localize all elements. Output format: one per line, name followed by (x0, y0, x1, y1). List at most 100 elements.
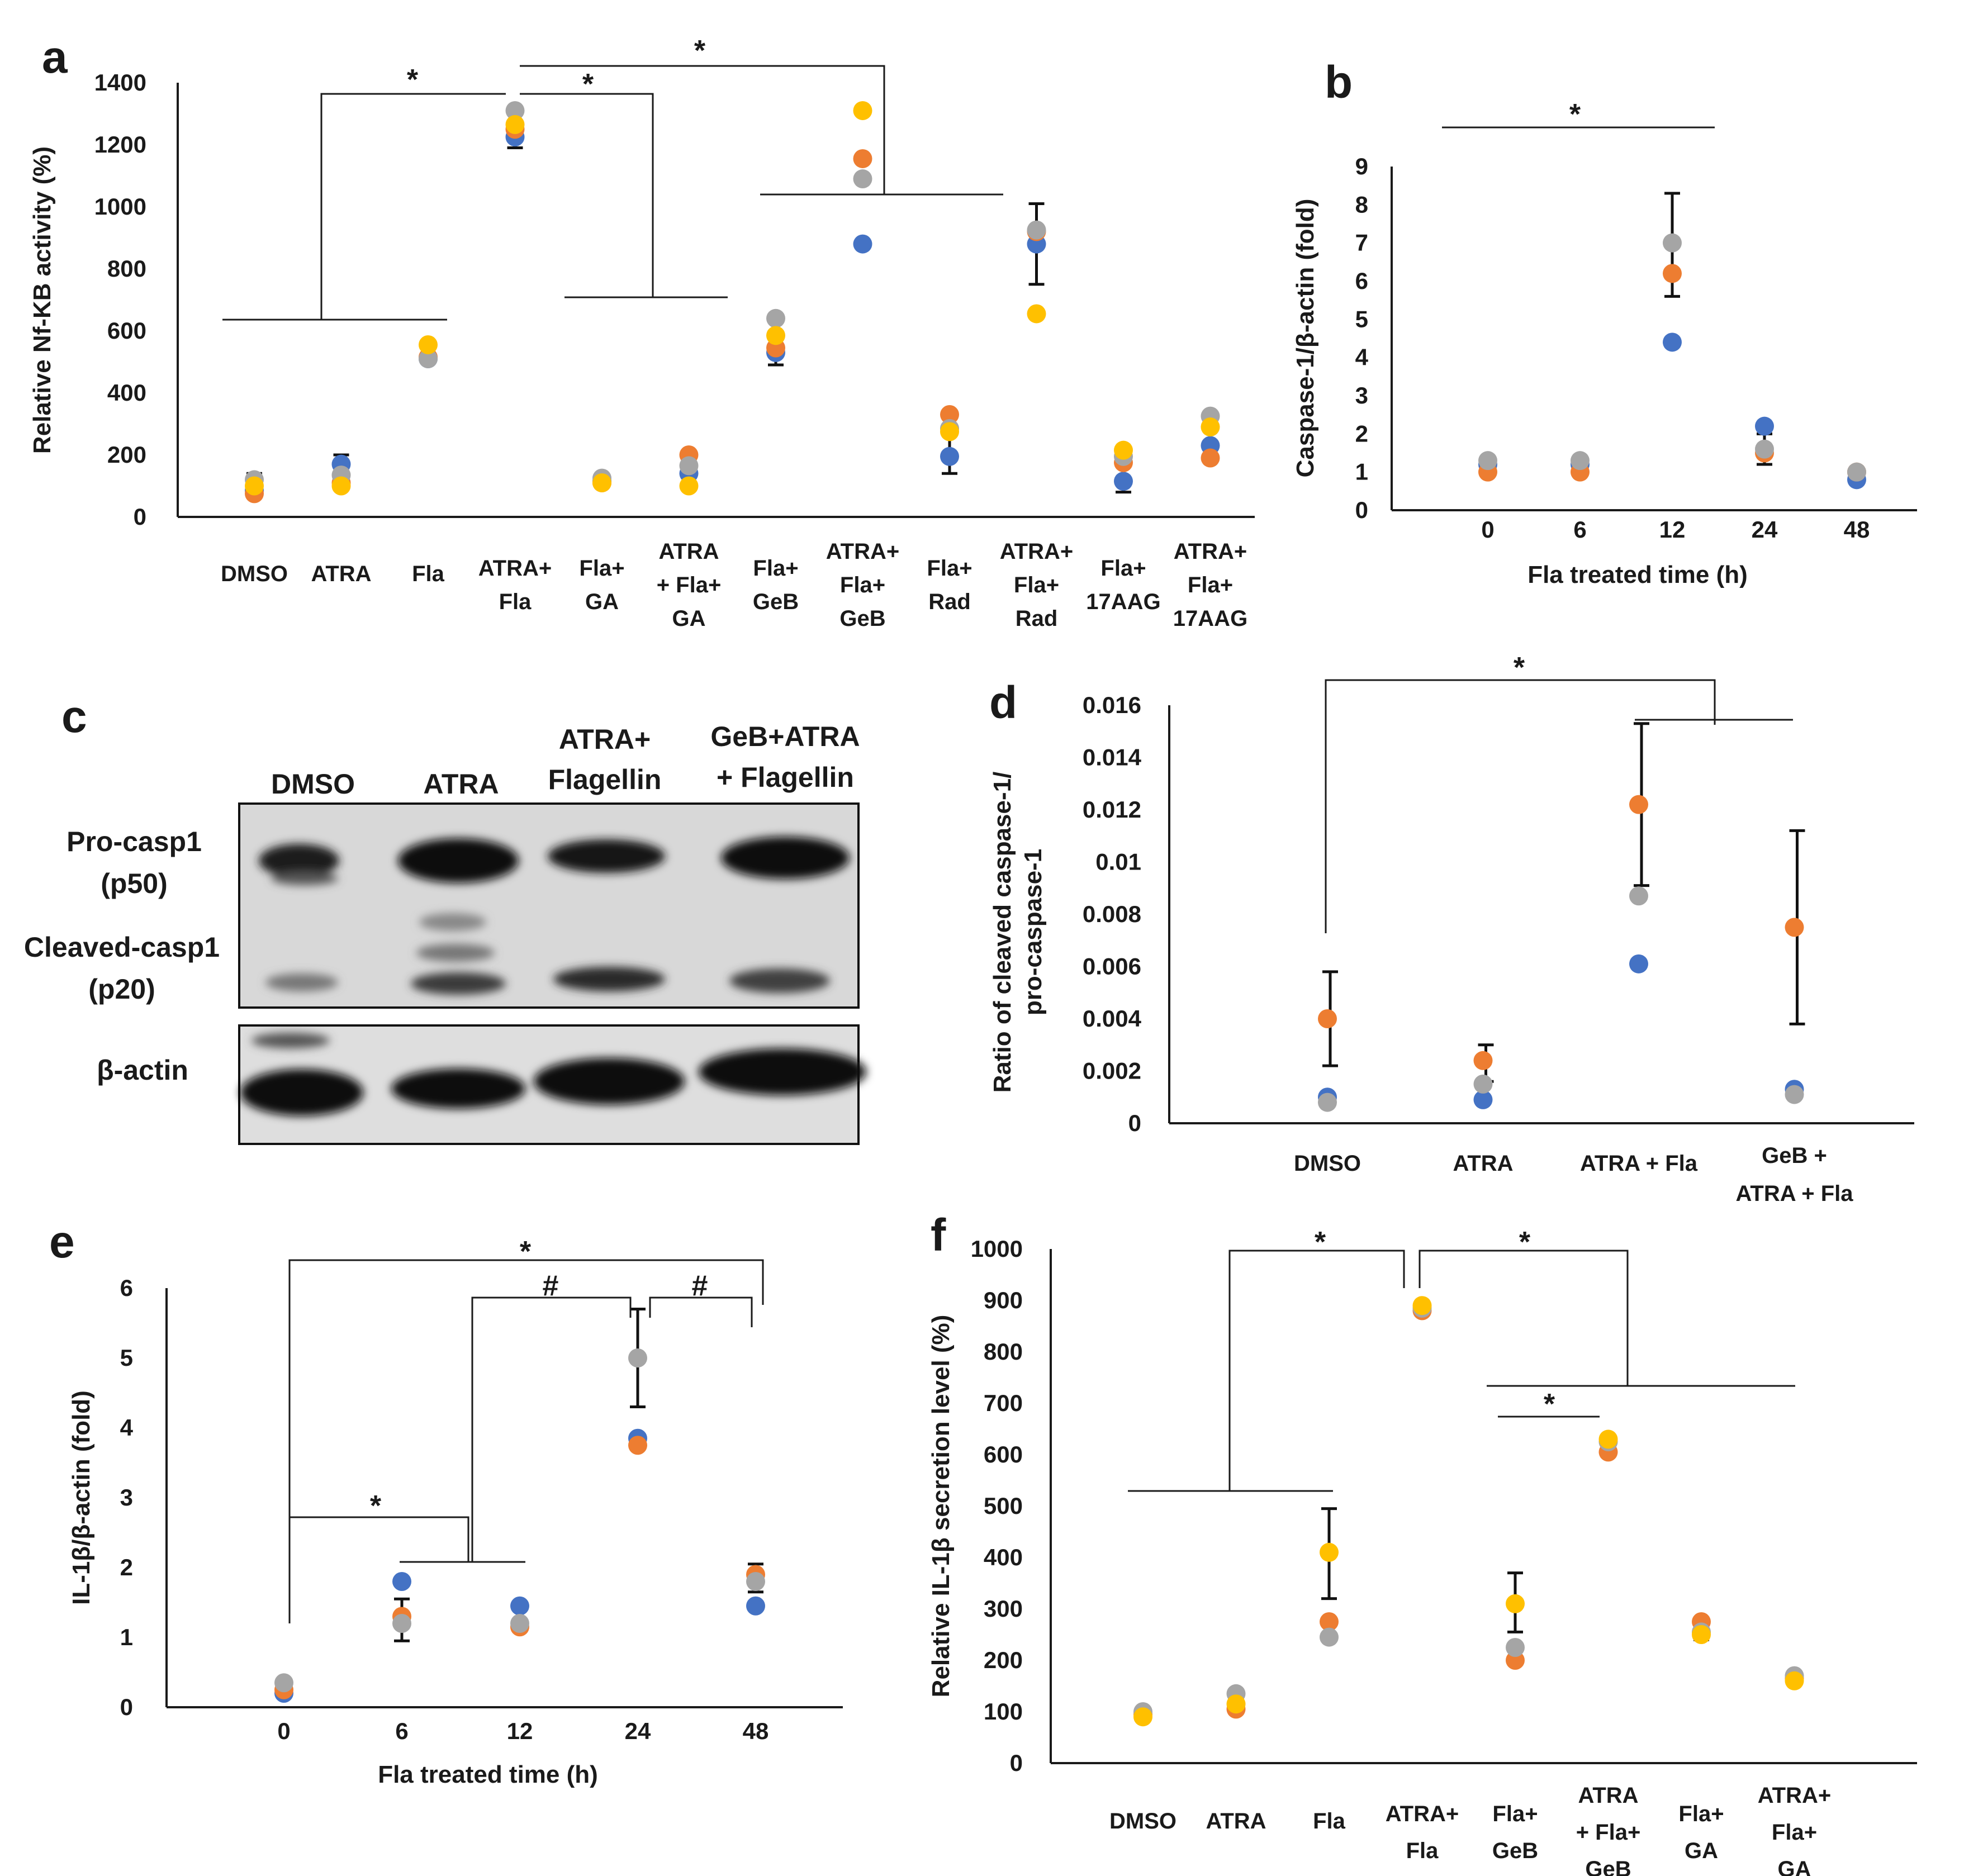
y-axis-label: Ratio of cleaved caspase-1/ (989, 772, 1016, 1093)
data-point (940, 422, 959, 441)
data-point (1629, 886, 1648, 906)
panel-label-c: c (61, 691, 87, 742)
y-tick-label: 0 (1010, 1750, 1023, 1776)
x-category-label: 48 (1844, 516, 1870, 543)
data-point (1506, 1594, 1525, 1613)
chart-f: 0 100 200 300 400 500 600 700 800 900 1000 Relative… (927, 1236, 1917, 1876)
western-blot: DMSO ATRA ATRA+ Flagellin GeB+ATRA + Fla… (24, 721, 866, 1145)
x-category-label: ATRA (311, 562, 371, 586)
x-category-label: Fla+ (1014, 573, 1059, 597)
y-tick-label: 0.014 (1083, 744, 1142, 771)
x-category-label: ATRA+ (478, 556, 552, 581)
significance-brackets-d: * (1325, 652, 1793, 933)
y-tick-label: 9 (1355, 153, 1368, 179)
x-category-label: ATRA+ (1386, 1802, 1459, 1826)
y-tick-label: 200 (107, 441, 146, 468)
significance-brackets-f: * * * (1128, 1226, 1795, 1492)
sig-star: * (1315, 1226, 1326, 1258)
data-point (510, 1614, 529, 1633)
data-point (628, 1436, 647, 1455)
sig-hash: # (692, 1270, 708, 1302)
y-axis-label: IL-1β/β-actin (fold) (68, 1390, 95, 1605)
x-category-label: 0 (1481, 516, 1494, 543)
y-tick-label: 1 (120, 1624, 133, 1650)
x-category-label: Fla+ (1188, 573, 1233, 597)
data-point (746, 1572, 765, 1591)
x-category-label: ATRA (1453, 1151, 1513, 1176)
data-point (1629, 795, 1648, 814)
row-label: β-actin (97, 1055, 188, 1086)
data-point (1692, 1625, 1711, 1644)
x-category-label: 48 (743, 1718, 769, 1744)
data-point (1598, 1429, 1618, 1449)
data-point (1201, 417, 1220, 437)
y-tick-label: 0.016 (1083, 692, 1141, 718)
x-category-label: ATRA (1206, 1809, 1266, 1834)
data-point (853, 101, 872, 120)
data-point (1755, 439, 1774, 459)
data-point (1571, 451, 1590, 471)
data-point (853, 149, 872, 168)
sig-star: * (407, 64, 419, 96)
y-tick-label: 300 (984, 1595, 1023, 1622)
data-point (510, 1596, 529, 1616)
data-point (505, 101, 525, 120)
significance-brackets-a: * * * (222, 35, 1003, 321)
x-category-label: Fla (1406, 1839, 1439, 1863)
x-category-label: Fla+ (1772, 1820, 1817, 1845)
data-point (505, 115, 525, 134)
y-tick-label: 2 (1355, 420, 1368, 447)
y-tick-label: 0.008 (1083, 901, 1141, 927)
x-category-label: GA (1778, 1857, 1811, 1876)
panel-label-f: f (931, 1210, 946, 1261)
y-tick-label: 5 (120, 1345, 133, 1371)
data-point (419, 335, 438, 354)
data-point (746, 1596, 765, 1616)
x-category-label: 17AAG (1086, 590, 1160, 614)
x-category-label: ATRA+ (1000, 539, 1073, 564)
data-point (628, 1348, 647, 1367)
x-category-label: GeB (753, 590, 799, 614)
sig-star: * (694, 35, 706, 67)
data-point (853, 169, 872, 189)
x-category-label: DMSO (221, 562, 288, 586)
data-point (331, 476, 351, 496)
x-category-label: Fla+ (579, 556, 624, 581)
y-tick-label: 0.012 (1083, 796, 1141, 823)
y-tick-label: 6 (1355, 268, 1368, 294)
y-axis-label: pro-caspase-1 (1019, 849, 1047, 1015)
data-point (1320, 1627, 1339, 1647)
y-axis-label: Relative Nf-KB activity (%) (29, 146, 56, 454)
data-point (1027, 220, 1046, 240)
data-point (1506, 1638, 1525, 1657)
sig-star: * (1544, 1388, 1555, 1421)
x-category-label: Fla+ (1678, 1802, 1724, 1826)
x-category-label: Fla+ (840, 573, 885, 597)
y-tick-label: 500 (984, 1493, 1023, 1519)
y-tick-label: 3 (1355, 382, 1368, 409)
data-point (1663, 264, 1682, 283)
x-category-label: + Fla+ (1576, 1820, 1641, 1845)
x-category-label: ATRA + Fla (1580, 1151, 1698, 1176)
y-axis-label: Relative IL-1β secretion level (%) (927, 1315, 955, 1698)
y-tick-label: 1 (1355, 459, 1368, 485)
data-point (853, 234, 872, 254)
data-point (1320, 1612, 1339, 1631)
y-tick-label: 0 (120, 1694, 133, 1720)
chart-a: 0 200 400 600 800 1000 1200 1400 Relative Nf-KB … (29, 69, 1255, 631)
y-tick-label: 2 (120, 1554, 133, 1580)
y-tick-label: 3 (120, 1484, 133, 1511)
lane-label: Flagellin (548, 764, 662, 795)
sig-star: * (1519, 1226, 1531, 1258)
sig-hash: # (543, 1270, 559, 1302)
data-point (592, 473, 611, 492)
x-category-label: GA (672, 606, 706, 631)
x-category-label: Rad (1016, 606, 1058, 631)
x-category-label: 17AAG (1173, 606, 1247, 631)
sig-star: * (1569, 98, 1581, 131)
y-tick-label: 0.006 (1083, 953, 1141, 980)
y-tick-label: 1000 (94, 193, 146, 220)
y-tick-label: 100 (984, 1698, 1023, 1725)
data-point (1785, 1085, 1804, 1104)
